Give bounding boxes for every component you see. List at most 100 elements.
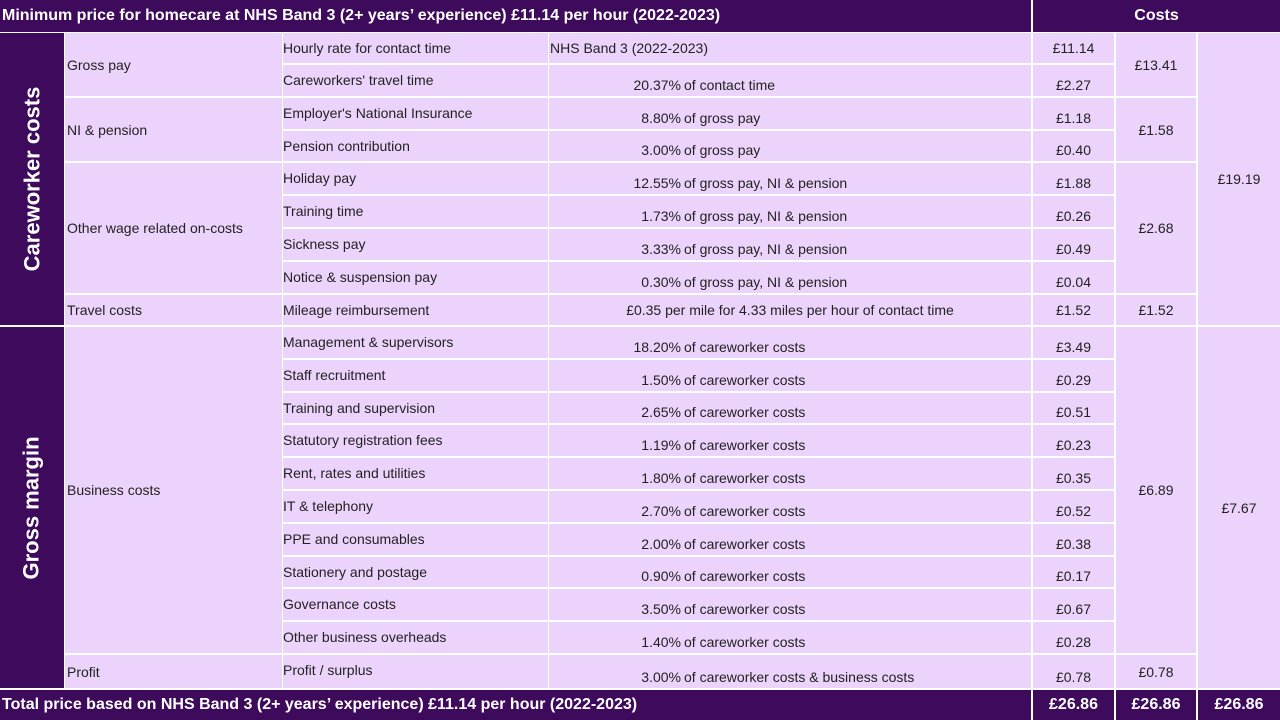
row-item: Stationery and postage <box>283 557 548 587</box>
row-cost: £0.23 <box>1033 425 1114 456</box>
row-pct: 2.00% <box>641 536 681 552</box>
row-item: Training time <box>283 196 548 227</box>
row-basis-text: of gross pay <box>684 142 761 158</box>
row-item: Careworkers' travel time <box>283 65 548 96</box>
group-total-careworker: £19.19 <box>1198 33 1280 325</box>
row-pct: 2.70% <box>641 503 681 519</box>
subtotal-gross-pay: £13.41 <box>1116 33 1196 96</box>
row-basis-text: of careworker costs <box>684 339 806 355</box>
row-basis: 3.00% of careworker costs & business cost… <box>549 655 1031 688</box>
row-cost: £0.51 <box>1033 393 1114 423</box>
row-pct: 1.19% <box>641 437 681 453</box>
section-label-text: Gross margin <box>19 435 45 580</box>
row-pct: 18.20% <box>633 339 681 355</box>
row-basis-text: of gross pay <box>684 110 761 126</box>
row-item: Other business overheads <box>283 622 548 653</box>
row-basis: 0.90% of careworker costs <box>549 557 1031 587</box>
row-basis: 3.00% of gross pay <box>549 131 1031 161</box>
row-pct: 3.33% <box>641 241 681 257</box>
row-item: Governance costs <box>283 589 548 620</box>
row-cost: £3.49 <box>1033 327 1114 358</box>
row-basis: 8.80% of gross pay <box>549 98 1031 129</box>
row-basis-text: of careworker costs <box>684 372 806 388</box>
row-item: Hourly rate for contact time <box>283 33 548 63</box>
category-business: Business costs <box>65 327 282 653</box>
row-item: Sickness pay <box>283 229 548 260</box>
row-pct: 20.37% <box>633 77 681 93</box>
row-basis-text: of gross pay, NI & pension <box>684 274 848 290</box>
row-item: Holiday pay <box>283 163 548 194</box>
row-basis-text: of gross pay, NI & pension <box>684 175 848 191</box>
row-basis: NHS Band 3 (2022-2023) <box>549 33 1031 63</box>
section-label-gross-margin: Gross margin <box>0 327 64 688</box>
row-pct: 2.65% <box>641 404 681 420</box>
row-basis-text: of careworker costs <box>684 568 806 584</box>
row-pct: 1.80% <box>641 470 681 486</box>
total-row-label: Total price based on NHS Band 3 (2+ year… <box>0 690 1031 720</box>
row-pct: 12.55% <box>633 175 681 191</box>
subtotal-business: £6.89 <box>1116 327 1196 653</box>
row-basis-text: of careworker costs <box>684 437 806 453</box>
row-item: IT & telephony <box>283 491 548 522</box>
row-pct: 8.80% <box>641 110 681 126</box>
subtotal-other-wage: £2.68 <box>1116 163 1196 293</box>
row-basis: 20.37% of contact time <box>549 65 1031 96</box>
row-basis-text: of careworker costs & business costs <box>684 669 915 685</box>
row-basis-text: of gross pay, NI & pension <box>684 208 848 224</box>
row-item: Notice & suspension pay <box>283 262 548 293</box>
row-cost: £0.17 <box>1033 557 1114 587</box>
total-subtotals: £26.86 <box>1116 690 1196 720</box>
row-cost: £2.27 <box>1033 65 1114 96</box>
row-basis: 2.70% of careworker costs <box>549 491 1031 522</box>
row-basis-text: of careworker costs <box>684 634 806 650</box>
subtotal-travel: £1.52 <box>1116 295 1196 325</box>
row-cost: £1.88 <box>1033 163 1114 194</box>
row-item: Employer's National Insurance <box>283 98 548 129</box>
row-pct: 1.50% <box>641 372 681 388</box>
costs-column-header: Costs <box>1033 0 1280 32</box>
category-profit: Profit <box>65 655 282 688</box>
row-item: Statutory registration fees <box>283 425 548 456</box>
row-cost: £0.35 <box>1033 458 1114 489</box>
row-basis: 3.50% of careworker costs <box>549 589 1031 620</box>
row-item: Management & supervisors <box>283 327 548 358</box>
row-cost: £0.29 <box>1033 360 1114 391</box>
row-cost: £0.52 <box>1033 491 1114 522</box>
row-basis-text: of careworker costs <box>684 536 806 552</box>
category-travel: Travel costs <box>65 295 282 325</box>
row-pct: 0.30% <box>641 274 681 290</box>
row-item: Profit / surplus <box>283 655 548 688</box>
row-basis: £0.35 per mile for 4.33 miles per hour o… <box>549 295 1031 325</box>
section-label-careworker-costs: Careworker costs <box>0 33 64 325</box>
row-basis: 2.65% of careworker costs <box>549 393 1031 423</box>
row-cost: £0.78 <box>1033 655 1114 688</box>
row-item: Staff recruitment <box>283 360 548 391</box>
row-item: Mileage reimbursement <box>283 295 548 325</box>
row-pct: 1.40% <box>641 634 681 650</box>
row-basis: 18.20% of careworker costs <box>549 327 1031 358</box>
section-label-text: Careworker costs <box>19 86 44 272</box>
row-item: Pension contribution <box>283 131 548 161</box>
row-basis-text: of careworker costs <box>684 503 806 519</box>
row-pct: 3.00% <box>641 669 681 685</box>
category-other-wage: Other wage related on-costs <box>65 163 282 293</box>
row-item: Rent, rates and utilities <box>283 458 548 489</box>
row-basis: 1.19% of careworker costs <box>549 425 1031 456</box>
category-gross-pay: Gross pay <box>65 33 282 96</box>
subtotal-ni-pension: £1.58 <box>1116 98 1196 161</box>
row-basis-text: of careworker costs <box>684 601 806 617</box>
row-basis-text: of gross pay, NI & pension <box>684 241 848 257</box>
subtotal-profit: £0.78 <box>1116 655 1196 688</box>
row-cost: £0.67 <box>1033 589 1114 620</box>
row-cost: £11.14 <box>1033 33 1114 63</box>
row-basis: 1.40% of careworker costs <box>549 622 1031 653</box>
row-cost: £0.38 <box>1033 524 1114 555</box>
row-pct: 3.50% <box>641 601 681 617</box>
row-cost: £0.26 <box>1033 196 1114 227</box>
row-cost: £0.04 <box>1033 262 1114 293</box>
table-title: Minimum price for homecare at NHS Band 3… <box>0 0 1031 32</box>
row-cost: £0.40 <box>1033 131 1114 161</box>
row-basis-text: of careworker costs <box>684 470 806 486</box>
row-basis: 12.55% of gross pay, NI & pension <box>549 163 1031 194</box>
row-basis: 1.50% of careworker costs <box>549 360 1031 391</box>
